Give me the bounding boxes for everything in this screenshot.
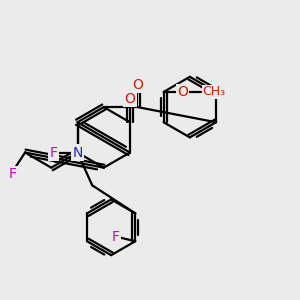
Text: O: O	[177, 85, 188, 99]
Text: F: F	[50, 146, 58, 160]
Text: F: F	[8, 167, 16, 182]
Text: O: O	[132, 78, 143, 92]
Text: O: O	[124, 92, 135, 106]
Text: CH₃: CH₃	[202, 85, 225, 98]
Text: F: F	[112, 230, 119, 244]
Text: N: N	[72, 146, 83, 160]
